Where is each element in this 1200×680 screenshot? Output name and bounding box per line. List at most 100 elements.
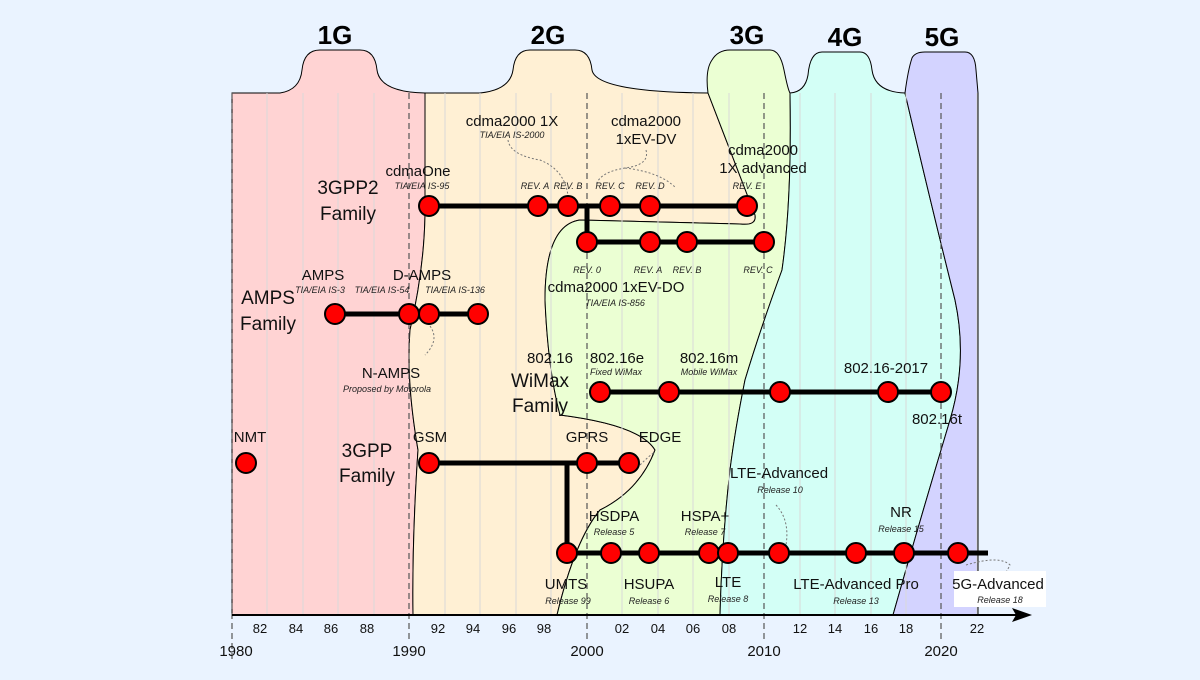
node-edge [618,452,640,474]
svg-text:22: 22 [970,621,984,636]
svg-text:16: 16 [864,621,878,636]
family-3gpp-line1: 3GPP [342,441,393,462]
svg-text:1980: 1980 [219,643,252,660]
label-hsupa: HSUPA [624,576,675,593]
label-lte: LTE [715,574,741,591]
gen-label-1g: 1G [318,20,353,50]
sub-hsupa: Release 6 [629,596,670,606]
sub-nr: Release 15 [878,524,925,534]
svg-text:04: 04 [651,621,665,636]
family-amps-line2: Family [240,314,296,335]
svg-text:98: 98 [537,621,551,636]
sub-is54: TIA/EIA IS-54 [355,285,410,295]
rev-0-bottom: REV. 0 [573,265,601,275]
gen-label-2g: 2G [531,20,566,50]
label-nr: NR [890,504,912,521]
node-80216e [658,381,680,403]
rev-c-top: REV. C [595,181,625,191]
rev-b-bottom: REV. B [673,265,702,275]
svg-text:2020: 2020 [924,643,957,660]
family-3gpp-line2: Family [339,466,395,487]
node-gprs [576,452,598,474]
svg-text:2000: 2000 [570,643,603,660]
svg-text:14: 14 [828,621,842,636]
label-hsdpa: HSDPA [589,508,640,525]
svg-text:18: 18 [899,621,913,636]
label-d-amps: D-AMPS [393,267,451,284]
label-edge: EDGE [639,429,682,446]
node-evdo-rev-a [639,231,661,253]
svg-text:1990: 1990 [392,643,425,660]
svg-text:86: 86 [324,621,338,636]
label-umts: UMTS [545,576,588,593]
family-amps-line1: AMPS [241,288,295,309]
label-evdv-2: 1xEV-DV [616,131,677,148]
svg-text:2010: 2010 [747,643,780,660]
svg-text:08: 08 [722,621,736,636]
node-rev-c [599,195,621,217]
rev-a-bottom: REV. A [634,265,663,275]
family-3gpp2-line1: 3GPP2 [317,178,378,199]
family-3gpp2-line2: Family [320,204,376,225]
label-hspa-plus: HSPA+ [681,508,730,525]
axis-tick-labels: 82 84 86 88 92 94 96 98 02 04 06 08 12 14 16 18 … [253,621,984,636]
sub-lte-advanced-pro: Release 13 [833,596,879,606]
svg-text:92: 92 [431,621,445,636]
rev-b-top: REV. B [554,181,583,191]
label-evdo: cdma2000 1xEV-DO [548,279,685,296]
svg-text:94: 94 [466,621,480,636]
svg-text:96: 96 [502,621,516,636]
node-amps [324,303,346,325]
node-nr [893,542,915,564]
rev-a-top: REV. A [521,181,550,191]
label-80216-2017: 802.16-2017 [844,360,928,377]
axis-arrow-icon [1012,608,1032,622]
label-80216: 802.16 [527,350,573,367]
label-gprs: GPRS [566,429,609,446]
gen-label-5g: 5G [925,22,960,52]
node-lte [717,542,739,564]
label-lte-advanced-pro: LTE-Advanced Pro [793,576,919,593]
node-umts [556,542,578,564]
label-cdmaone: cdmaOne [385,163,450,180]
node-cdmaone [418,195,440,217]
node-80216t [930,381,952,403]
rev-c-bottom: REV. C [743,265,773,275]
node-hspa-plus [698,542,720,564]
node-is54 [398,303,420,325]
node-rev-a [527,195,549,217]
node-5g-advanced [947,542,969,564]
node-lte-advanced-pro [845,542,867,564]
label-evdv-1: cdma2000 [611,113,681,130]
sub-cdmaone: TIA/EIA IS-95 [395,181,451,191]
label-80216e: 802.16e [590,350,644,367]
svg-text:82: 82 [253,621,267,636]
sub-lte-advanced: Release 10 [757,485,803,495]
node-hsupa [638,542,660,564]
node-n-amps [418,303,440,325]
node-evdo-rev-0 [576,231,598,253]
sub-n-amps: Proposed by Motorola [343,384,431,394]
svg-text:06: 06 [686,621,700,636]
rev-d-top: REV. D [635,181,665,191]
gen-label-3g: 3G [730,20,765,50]
node-rev-d [639,195,661,217]
region-5g [892,51,979,616]
label-lte-advanced: LTE-Advanced [730,465,828,482]
label-nmt: NMT [234,429,267,446]
sub-5g-advanced: Release 18 [977,595,1023,605]
sub-cdma2000-1x: TIA/EIA IS-2000 [480,130,545,140]
label-n-amps: N-AMPS [362,365,420,382]
sub-80216m: Mobile WiMax [681,367,738,377]
node-is136 [467,303,489,325]
node-hsdpa [600,542,622,564]
node-rev-b [557,195,579,217]
sub-is136: TIA/EIA IS-136 [425,285,485,295]
node-evdo-rev-b [676,231,698,253]
sub-evdo: TIA/EIA IS-856 [585,298,645,308]
sub-amps: TIA/EIA IS-3 [295,285,345,295]
node-nmt [235,452,257,474]
label-5g-advanced: 5G-Advanced [952,576,1044,593]
sub-umts: Release 99 [545,596,591,606]
